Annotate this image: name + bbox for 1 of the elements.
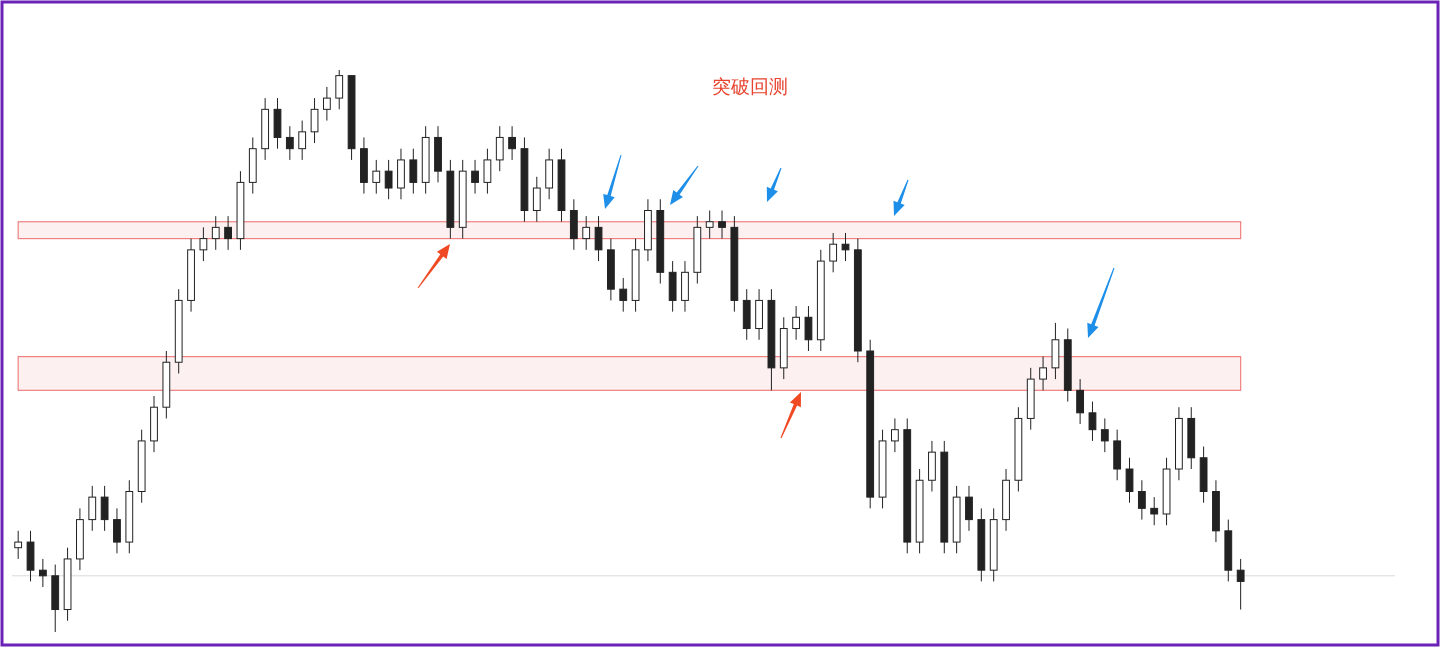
chart-title: 突破回测 [712,76,788,97]
